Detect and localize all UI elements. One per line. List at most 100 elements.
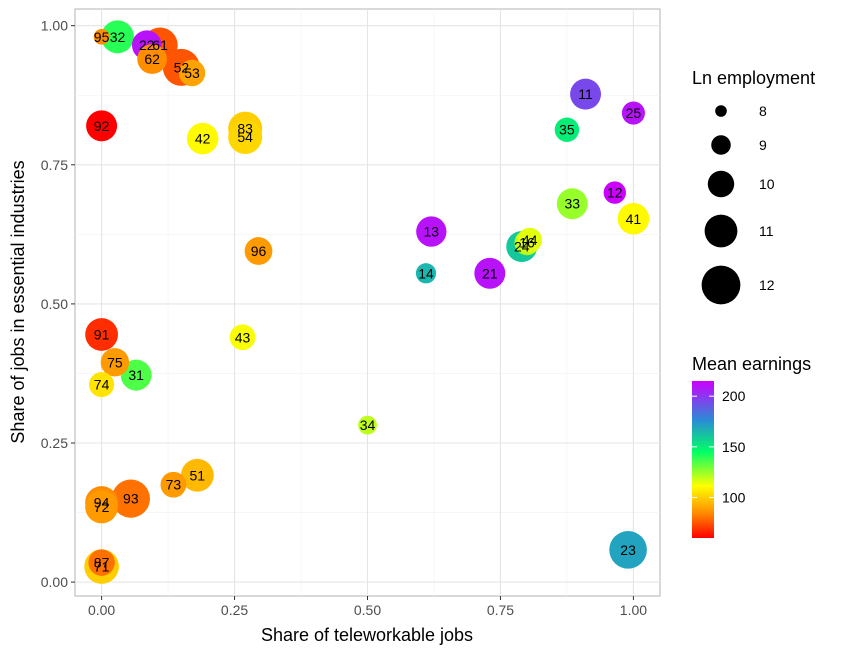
color-legend-label: 100 [722,489,746,505]
size-legend-key [701,265,741,305]
data-point [621,101,645,125]
data-point-label: 42 [195,131,211,147]
data-point-label: 72 [94,499,110,515]
data-point-label: 31 [128,367,144,383]
data-point [88,549,115,576]
data-point-label: 53 [184,65,200,81]
data-point [358,415,377,435]
data-point-label: 75 [107,354,123,370]
size-legend-label: 9 [759,137,767,153]
data-point-label: 95 [94,29,110,45]
y-axis-ticks: 0.00 0.25 0.50 0.75 1.00 [41,18,75,590]
data-point [517,227,542,253]
data-point-label: 44 [522,232,538,248]
size-legend-key [715,105,727,117]
data-point [180,458,214,492]
data-point-label: 51 [190,467,206,483]
data-point-label: 74 [94,377,110,393]
color-legend-title: Mean earnings [692,354,811,374]
data-point-label: 14 [418,265,434,281]
size-legend: Ln employment 8 9 10 11 12 [692,68,815,305]
data-point-label: 43 [235,329,251,345]
data-point [416,216,447,247]
data-point [415,263,437,284]
y-tick-label: 1.00 [41,18,68,34]
y-tick-label: 0.25 [41,435,68,451]
data-point-label: 24 [514,239,530,255]
x-tick-label: 0.75 [487,602,514,618]
size-legend-title: Ln employment [692,68,815,88]
data-point [89,372,115,398]
data-point [186,122,219,155]
data-point-label: 52 [174,59,190,75]
color-bar [692,381,714,538]
data-point [244,237,273,265]
data-point-label: 93 [123,491,139,507]
data-point-label: 83 [237,121,253,137]
x-tick-label: 0.00 [88,602,115,618]
data-point-label: 33 [564,196,580,212]
data-point-label: 87 [94,555,110,571]
x-tick-label: 0.50 [354,602,381,618]
x-axis-ticks: 0.00 0.25 0.50 0.75 1.00 [88,596,647,618]
data-point [603,181,626,204]
data-point [100,348,130,377]
size-legend-key [711,135,731,155]
y-tick-label: 0.75 [41,157,68,173]
data-point-label: 96 [251,243,267,259]
data-point-label: 34 [360,417,376,433]
data-point-label: 91 [94,326,110,342]
color-legend-label: 150 [722,439,746,455]
color-legend: Mean earnings 200 150 100 [692,354,811,538]
data-point-label: 61 [152,37,168,53]
data-point-label: 71 [94,559,110,575]
y-tick-label: 0.00 [41,574,68,590]
data-point [86,110,118,142]
color-legend-label: 200 [722,388,746,404]
data-point-label: 22 [139,37,155,53]
data-point-label: 92 [94,118,110,134]
data-point [178,59,206,87]
data-point-label: 11 [578,86,593,102]
data-point [556,188,588,220]
data-points [84,20,650,584]
x-axis-title: Share of teleworkable jobs [261,625,473,645]
data-point-label: 94 [94,495,110,511]
data-point [85,318,118,351]
data-point-label: 12 [607,185,623,201]
data-point-label: 21 [482,265,498,281]
data-point [229,324,256,351]
x-tick-label: 1.00 [620,602,647,618]
data-point-label: 23 [620,542,636,558]
data-point-label: 25 [626,105,642,121]
data-point-label: 73 [166,477,182,493]
data-point [85,490,118,524]
data-point-label: 35 [559,122,575,138]
data-point-label: 54 [237,129,253,145]
data-point-label: 13 [424,224,440,240]
x-tick-label: 0.25 [221,602,248,618]
data-point [111,479,150,518]
data-point [609,531,647,569]
data-point-label: 16 [519,235,535,251]
data-point [160,471,187,498]
data-point-label: 32 [110,29,126,45]
data-point [474,257,506,289]
data-point [120,359,152,391]
data-point [228,119,263,154]
size-legend-label: 8 [759,103,767,119]
data-point-label: 41 [626,211,642,227]
data-point [137,44,167,74]
size-legend-key [707,170,735,198]
y-axis-title: Share of jobs in essential industries [8,160,28,443]
size-legend-label: 10 [759,176,775,192]
size-legend-label: 12 [759,277,775,293]
y-tick-label: 0.50 [41,296,68,312]
data-point-label: 62 [144,51,160,67]
size-legend-key [704,214,738,248]
data-point [554,117,580,142]
data-point [617,202,650,235]
data-point [570,78,602,110]
